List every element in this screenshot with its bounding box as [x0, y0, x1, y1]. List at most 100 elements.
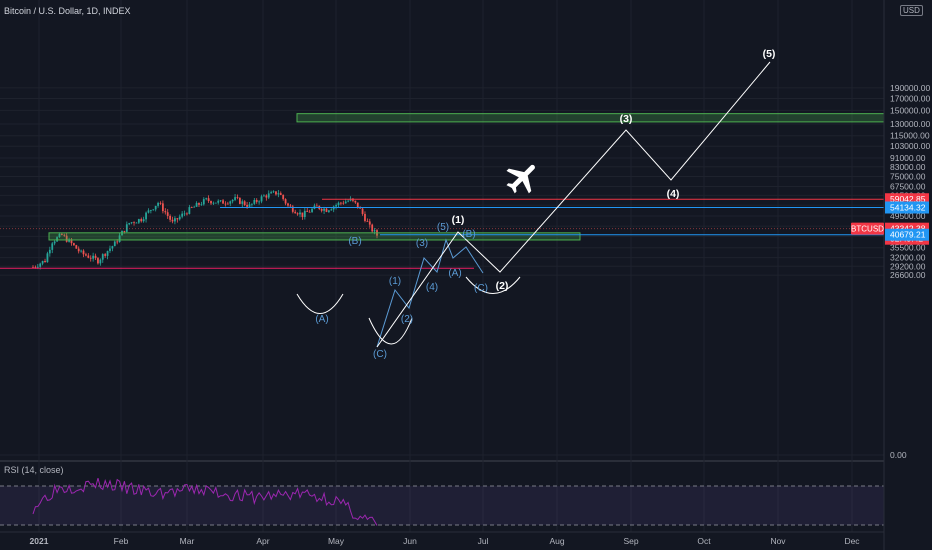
candle-body [284, 199, 287, 204]
y-tick-label: 103000.00 [890, 141, 930, 151]
candle-body [63, 234, 66, 236]
candle-body [356, 202, 359, 208]
candle-body [275, 191, 277, 195]
blue-wave-label: (1) [389, 276, 401, 287]
candle-body [368, 221, 371, 225]
candle-body [85, 254, 87, 256]
candle-body [342, 202, 345, 204]
white-wave-label: (3) [620, 113, 633, 125]
white-wave-path [376, 61, 771, 348]
candle-body [68, 239, 70, 242]
x-tick-label: Nov [770, 536, 786, 546]
chart-title: Bitcoin / U.S. Dollar, 1D, INDEX [4, 6, 131, 16]
candle-body [258, 201, 261, 203]
candle-body [361, 208, 364, 214]
candle-body [347, 200, 350, 202]
candle-body [44, 260, 46, 263]
y-tick-label: 49500.00 [890, 211, 926, 221]
candle-body [53, 241, 56, 244]
candle-body [60, 233, 63, 235]
candle-body [128, 223, 131, 225]
y-tick-label: 170000.00 [890, 94, 930, 104]
candle-body [330, 209, 333, 211]
candle-body [99, 259, 102, 264]
candle-body [178, 216, 181, 220]
candle-body [176, 218, 179, 220]
candle-body [241, 201, 244, 204]
rsi-line [32, 477, 378, 526]
drawings [296, 61, 771, 348]
candle-body [335, 205, 338, 207]
y-tick-label: 29200.00 [890, 261, 926, 271]
candle-body [226, 203, 229, 205]
y-tick-label: 35500.00 [890, 243, 926, 253]
candle-body [113, 241, 116, 247]
airplane-icon [506, 164, 535, 194]
candle-body [344, 201, 347, 204]
candle-body [118, 235, 121, 242]
candle-body [282, 194, 285, 200]
candle-body [207, 198, 210, 202]
arc-c2 [465, 276, 521, 294]
candle-body [200, 204, 203, 206]
candle-body [48, 249, 51, 254]
candle-body [260, 196, 263, 202]
blue-wave-label: (B) [348, 236, 361, 247]
candle-body [354, 200, 357, 203]
candle-body [325, 208, 328, 212]
candle-body [36, 266, 39, 268]
x-tick-label: Jul [478, 536, 489, 546]
blue-wave-label: (2) [401, 314, 413, 325]
x-tick-label: Sep [623, 536, 638, 546]
symbol-label: BTCUSD [851, 225, 884, 234]
support-value: 40679.21 [890, 230, 926, 240]
candle-body [104, 254, 107, 256]
y-tick-label: 130000.00 [890, 119, 930, 129]
candle-body [157, 202, 159, 206]
wave-labels: (B) (A) (C) (1) (2) (3) (4) (5) (A) (B) (C) (1) (2) (… [315, 48, 775, 360]
candle-body [289, 205, 292, 207]
currency-badge[interactable]: USD [900, 5, 923, 16]
candle-body [164, 211, 167, 213]
white-wave-label: (4) [667, 188, 680, 200]
candle-body [371, 224, 374, 232]
candle-body [202, 199, 205, 205]
candle-body [166, 212, 169, 216]
mid-level-value: 54134.32 [890, 203, 926, 213]
candle-body [311, 208, 313, 212]
candle-body [70, 239, 73, 244]
candle-body [301, 212, 304, 217]
candle-body [147, 210, 150, 213]
y-tick-label: 150000.00 [890, 105, 930, 115]
candle-body [340, 202, 342, 204]
blue-wave-label: (C) [474, 283, 488, 294]
candle-body [294, 211, 297, 214]
candle-body [125, 224, 128, 232]
candle-body [87, 255, 90, 258]
candle-body [56, 237, 58, 242]
mid-level-badge [885, 201, 929, 214]
candle-body [205, 198, 208, 200]
candle-body [366, 220, 369, 222]
x-tick-label: Jun [403, 536, 417, 546]
time-axis[interactable]: 2021 Feb Mar Apr May Jun Jul Aug Sep Oct Nov Dec [0, 531, 884, 546]
candle-body [145, 212, 147, 220]
candle-body [229, 201, 232, 204]
candle-body [82, 250, 85, 255]
candle-body [137, 219, 140, 223]
candle-body [320, 208, 323, 211]
candle-body [238, 197, 241, 204]
candle-body [248, 204, 251, 207]
candle-body [94, 255, 97, 259]
candle-body [222, 200, 224, 204]
blue-wave-path [376, 238, 484, 348]
blue-wave-label: (3) [416, 238, 428, 249]
rsi-title: RSI (14, close) [4, 465, 64, 475]
candle-body [193, 206, 196, 208]
candle-body [152, 209, 155, 211]
price-axis-bg [884, 0, 932, 550]
candle-body [236, 197, 239, 198]
candle-body [109, 248, 111, 251]
